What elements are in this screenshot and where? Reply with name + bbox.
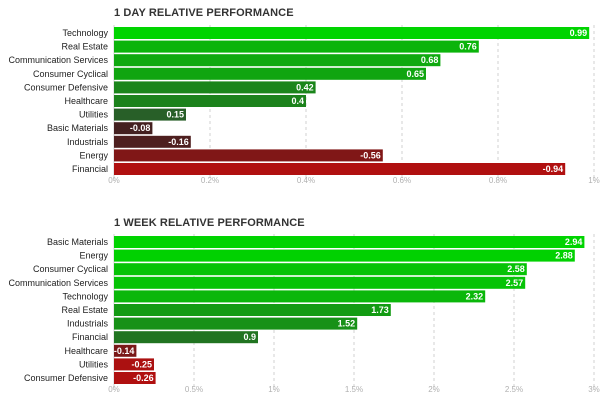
bar-1week xyxy=(114,249,575,262)
value-label-1week: -0.14 xyxy=(114,346,135,356)
category-label-1week: Healthcare xyxy=(64,346,108,356)
x-tick-label-1day: 0.6% xyxy=(393,176,411,185)
category-label-1day: Real Estate xyxy=(61,42,108,52)
value-label-1week: 2.88 xyxy=(555,251,573,261)
value-label-1day: 0.99 xyxy=(570,28,588,38)
bar-1day xyxy=(114,135,191,148)
bar-1day xyxy=(114,81,316,94)
value-label-1week: 2.57 xyxy=(506,278,524,288)
category-label-1day: Healthcare xyxy=(64,96,108,106)
bar-1day xyxy=(114,54,441,67)
chart-title-1day: 1 DAY RELATIVE PERFORMANCE xyxy=(114,7,294,19)
category-label-1week: Basic Materials xyxy=(47,237,109,247)
x-tick-label-1week: 0% xyxy=(108,385,120,394)
value-label-1week: 1.73 xyxy=(371,305,389,315)
x-tick-label-1day: 0.4% xyxy=(297,176,315,185)
bar-1day xyxy=(114,163,566,175)
value-label-1day: -0.08 xyxy=(130,123,151,133)
category-label-1week: Consumer Defensive xyxy=(24,373,108,383)
category-label-1day: Consumer Defensive xyxy=(24,82,108,92)
value-label-1week: 2.58 xyxy=(507,264,525,274)
value-label-1day: -0.16 xyxy=(168,137,189,147)
value-label-1week: 1.52 xyxy=(338,319,356,329)
category-label-1week: Energy xyxy=(79,251,108,261)
value-label-1week: 0.9 xyxy=(243,332,256,342)
bar-1week xyxy=(114,372,156,384)
value-label-1week: 2.32 xyxy=(466,291,484,301)
value-label-1week: 2.94 xyxy=(565,237,583,247)
category-label-1day: Industrials xyxy=(67,137,109,147)
value-label-1day: 0.68 xyxy=(421,55,439,65)
x-tick-label-1week: 1.5% xyxy=(345,385,363,394)
category-label-1day: Utilities xyxy=(79,110,109,120)
value-label-1week: -0.25 xyxy=(131,359,152,369)
bar-1week xyxy=(114,331,258,344)
x-tick-label-1day: 0.2% xyxy=(201,176,219,185)
bar-1week xyxy=(114,304,391,316)
x-tick-label-1week: 3% xyxy=(588,385,600,394)
bar-1week xyxy=(114,358,154,371)
bar-1week xyxy=(114,236,585,248)
bar-1day xyxy=(114,67,426,80)
x-tick-label-1week: 2% xyxy=(428,385,440,394)
category-label-1day: Technology xyxy=(62,28,108,38)
bar-1day xyxy=(114,149,383,162)
bar-1day xyxy=(114,122,153,135)
bar-1day xyxy=(114,40,479,53)
category-label-1week: Real Estate xyxy=(61,305,108,315)
category-label-1day: Basic Materials xyxy=(47,123,109,133)
x-tick-label-1day: 0.8% xyxy=(489,176,507,185)
category-label-1day: Consumer Cyclical xyxy=(33,69,108,79)
category-label-1week: Communication Services xyxy=(8,278,108,288)
category-label-1week: Consumer Cyclical xyxy=(33,264,108,274)
x-tick-label-1week: 0.5% xyxy=(185,385,203,394)
category-label-1day: Energy xyxy=(79,150,108,160)
x-tick-label-1week: 2.5% xyxy=(505,385,523,394)
value-label-1day: -0.94 xyxy=(543,164,564,174)
bar-1week xyxy=(114,344,137,357)
chart-title-1week: 1 WEEK RELATIVE PERFORMANCE xyxy=(114,217,305,229)
value-label-1day: -0.56 xyxy=(360,150,381,160)
category-label-1week: Technology xyxy=(62,291,108,301)
value-label-1day: 0.42 xyxy=(296,82,314,92)
category-label-1week: Financial xyxy=(72,332,108,342)
category-label-1day: Financial xyxy=(72,164,108,174)
category-label-1day: Communication Services xyxy=(8,55,108,65)
value-label-1day: 0.4 xyxy=(291,96,304,106)
value-label-1day: 0.15 xyxy=(166,110,184,120)
value-label-1week: -0.26 xyxy=(133,373,154,383)
bar-1week xyxy=(114,290,486,303)
bar-1day xyxy=(114,95,306,107)
category-label-1week: Utilities xyxy=(79,359,109,369)
bar-1week xyxy=(114,276,526,289)
value-label-1day: 0.65 xyxy=(406,69,424,79)
x-tick-label-1day: 0% xyxy=(108,176,120,185)
bar-1day xyxy=(114,27,590,39)
bar-1week xyxy=(114,317,358,330)
value-label-1day: 0.76 xyxy=(459,42,477,52)
bar-1day xyxy=(114,108,186,121)
category-label-1week: Industrials xyxy=(67,319,109,329)
x-tick-label-1week: 1% xyxy=(268,385,280,394)
bar-1week xyxy=(114,263,527,276)
x-tick-label-1day: 1% xyxy=(588,176,600,185)
